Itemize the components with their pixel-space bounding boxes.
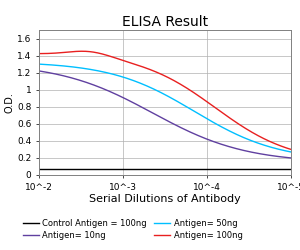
Title: ELISA Result: ELISA Result <box>122 15 208 29</box>
Control Antigen = 100ng <box>219 168 223 170</box>
Legend: Control Antigen = 100ng, Antigen= 10ng, Antigen= 50ng, Antigen= 100ng: Control Antigen = 100ng, Antigen= 10ng, … <box>19 215 246 243</box>
Antigen= 10ng <box>220 143 224 146</box>
Antigen= 50ng <box>68 65 71 68</box>
Control Antigen = 100ng <box>137 168 141 170</box>
Line: Antigen= 100ng: Antigen= 100ng <box>39 51 291 150</box>
Control Antigen = 100ng <box>68 168 71 170</box>
Antigen= 10ng <box>137 104 141 107</box>
Antigen= 10ng <box>289 156 293 160</box>
Antigen= 100ng <box>289 148 293 151</box>
Antigen= 10ng <box>219 142 223 146</box>
Antigen= 100ng <box>196 94 200 97</box>
Antigen= 10ng <box>37 70 41 72</box>
Antigen= 10ng <box>119 95 123 98</box>
Antigen= 100ng <box>37 52 41 55</box>
Antigen= 100ng <box>80 50 84 53</box>
Y-axis label: O.D.: O.D. <box>4 92 14 113</box>
Control Antigen = 100ng <box>37 168 41 170</box>
Control Antigen = 100ng <box>220 168 224 170</box>
Line: Antigen= 50ng: Antigen= 50ng <box>39 64 291 152</box>
Antigen= 10ng <box>68 76 71 79</box>
Antigen= 100ng <box>221 112 225 114</box>
Control Antigen = 100ng <box>196 168 199 170</box>
X-axis label: Serial Dilutions of Antibody: Serial Dilutions of Antibody <box>89 194 241 204</box>
Antigen= 50ng <box>196 112 199 115</box>
Antigen= 50ng <box>219 125 223 128</box>
Antigen= 50ng <box>119 75 123 78</box>
Antigen= 50ng <box>137 81 141 84</box>
Control Antigen = 100ng <box>289 168 293 170</box>
Antigen= 100ng <box>220 111 223 114</box>
Antigen= 50ng <box>37 62 41 66</box>
Antigen= 100ng <box>138 64 141 67</box>
Control Antigen = 100ng <box>119 168 123 170</box>
Antigen= 50ng <box>289 150 293 154</box>
Antigen= 100ng <box>120 58 124 61</box>
Antigen= 10ng <box>196 134 199 137</box>
Line: Antigen= 10ng: Antigen= 10ng <box>39 71 291 158</box>
Antigen= 50ng <box>220 126 224 129</box>
Antigen= 100ng <box>68 50 71 53</box>
